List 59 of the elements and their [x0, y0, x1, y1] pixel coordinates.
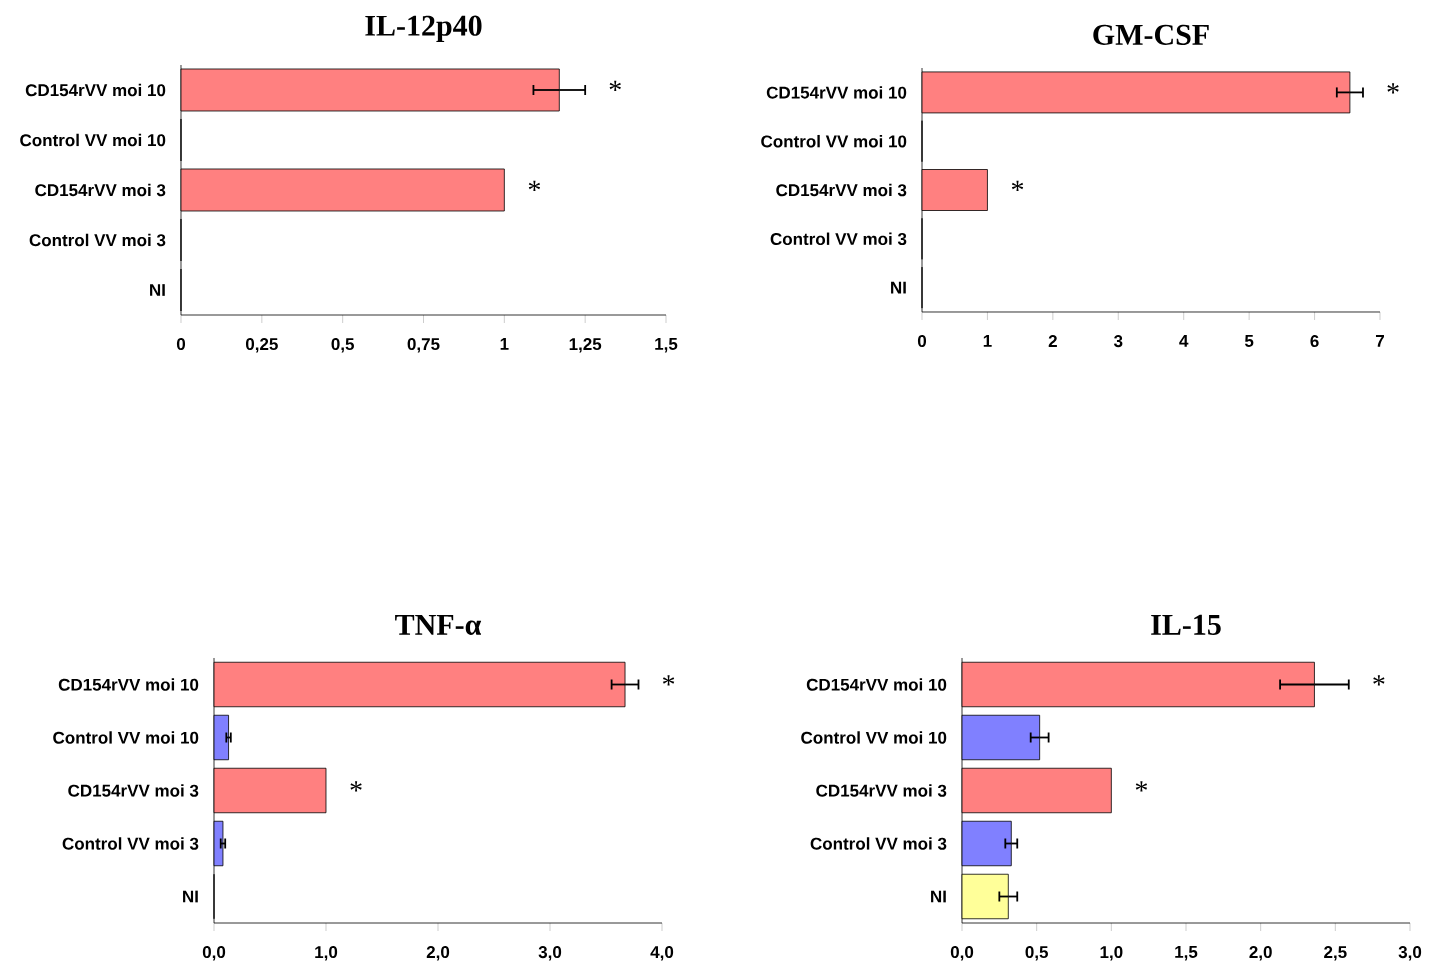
y-tick-label: NI: [931, 890, 946, 903]
x-tick-label: 1,0: [1100, 946, 1123, 961]
y-tick-label: CD154rVV moi 3: [35, 183, 166, 197]
y-tick-label: CD154rVV moi 10: [806, 678, 947, 691]
x-tick-label: 0,5: [331, 338, 354, 353]
y-tick-label: Control VV moi 3: [770, 232, 907, 246]
x-tick-label: 1,25: [569, 338, 602, 353]
y-tick-label: Control VV moi 10: [761, 134, 907, 148]
annotation: *: [1387, 83, 1399, 94]
annotation: *: [609, 80, 621, 92]
chart-title: IL-12p40: [365, 15, 482, 42]
y-tick-label: Control VV moi 3: [62, 837, 199, 850]
x-tick-label: 2,0: [1249, 946, 1272, 961]
annotation: *: [528, 180, 541, 192]
y-tick-label: CD154rVV moi 10: [766, 86, 907, 99]
x-tick-label: 0,75: [407, 338, 440, 353]
annotation: *: [350, 781, 362, 792]
x-tick-label: 3: [1113, 335, 1123, 348]
y-tick-label: CD154rVV moi 3: [68, 784, 199, 797]
x-tick-label: 4,0: [650, 946, 674, 961]
y-tick-label: NI: [150, 284, 165, 296]
x-tick-label: 0,0: [202, 946, 226, 961]
chart-title: GM-CSF: [1093, 24, 1209, 45]
x-tick-label: 4: [1179, 335, 1189, 347]
x-tick-label: 1: [500, 338, 509, 350]
x-tick-label: 1,5: [1175, 946, 1198, 961]
x-tick-label: 1,0: [315, 946, 338, 961]
x-tick-label: 2,0: [426, 946, 450, 961]
y-tick-label: Control VV moi 10: [801, 731, 947, 744]
x-tick-label: 2,5: [1324, 946, 1347, 961]
y-tick-label: Control VV moi 10: [53, 731, 199, 744]
y-tick-label: CD154rVV moi 10: [58, 678, 199, 691]
y-tick-label: CD154rVV moi 3: [816, 784, 947, 797]
x-tick-label: 6: [1310, 335, 1319, 348]
y-tick-label: NI: [891, 281, 906, 294]
y-tick-label: Control VV moi 10: [20, 133, 166, 147]
y-tick-label: CD154rVV moi 3: [776, 183, 907, 197]
annotation: *: [1135, 781, 1148, 792]
x-tick-label: 7: [1375, 335, 1384, 347]
annotation: *: [1373, 675, 1385, 686]
y-tick-label: CD154rVV moi 10: [25, 83, 166, 97]
chart-title: TNF-α: [395, 615, 482, 635]
x-tick-label: 3,0: [538, 946, 562, 961]
annotation: *: [662, 675, 675, 686]
x-tick-label: 0,5: [1025, 946, 1048, 961]
y-tick-label: Control VV moi 3: [810, 837, 947, 850]
annotation: *: [1011, 180, 1024, 192]
chart-title: IL-15: [1151, 614, 1221, 635]
x-tick-label: 0,0: [950, 946, 974, 961]
x-tick-label: 5: [1244, 335, 1254, 347]
x-tick-label: 0: [176, 338, 186, 351]
x-tick-label: 1: [983, 335, 992, 347]
x-tick-label: 0,25: [245, 338, 278, 353]
y-tick-label: NI: [183, 890, 198, 903]
x-tick-label: 1,5: [655, 338, 678, 353]
x-tick-label: 2: [1048, 335, 1057, 347]
x-tick-label: 3,0: [1398, 946, 1422, 961]
y-tick-label: Control VV moi 3: [29, 233, 166, 247]
x-tick-label: 0: [917, 335, 927, 348]
